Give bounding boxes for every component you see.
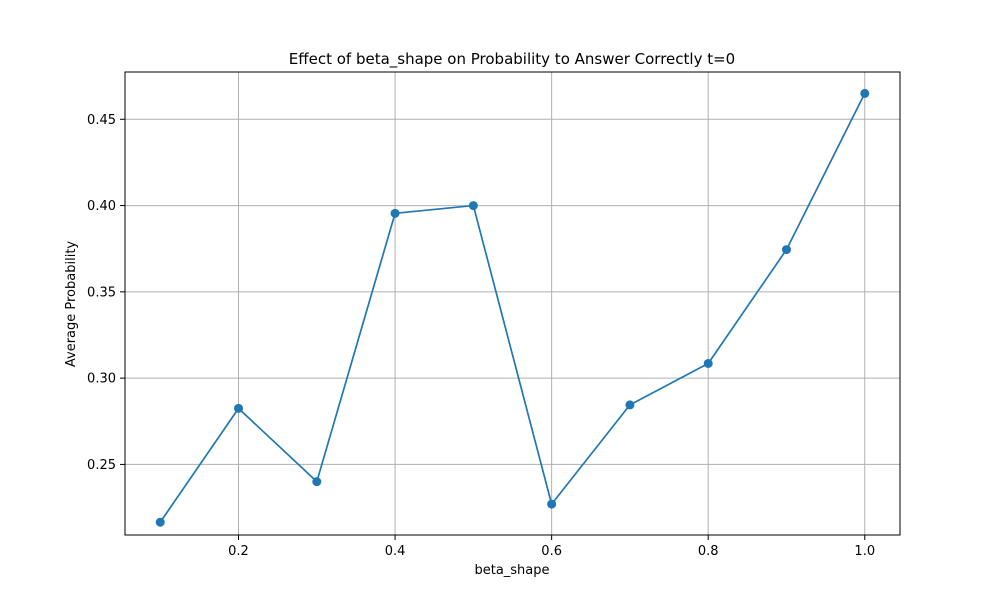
data-point xyxy=(860,88,870,98)
y-tick-label: 0.30 xyxy=(87,372,116,387)
data-point xyxy=(155,517,165,527)
y-axis-title: Average Probability xyxy=(64,241,79,368)
data-point xyxy=(781,245,791,255)
grid-lines xyxy=(125,72,900,535)
data-point xyxy=(703,358,713,368)
data-point xyxy=(312,477,322,487)
series-line xyxy=(159,93,866,523)
data-point xyxy=(625,400,635,410)
y-tick-label: 0.40 xyxy=(87,199,116,214)
data-point xyxy=(547,499,557,509)
axis-ticks: 0.2 0.4 0.6 0.8 1.0 0.25 0.30 0.35 0.40 0.45 xyxy=(87,113,875,559)
chart-title: Effect of beta_shape on Probability to A… xyxy=(289,50,735,69)
plot-area-frame xyxy=(124,71,901,536)
x-tick-label: 0.4 xyxy=(385,544,406,559)
y-tick-label: 0.45 xyxy=(87,113,116,128)
x-tick-label: 0.8 xyxy=(698,544,719,559)
data-point xyxy=(234,403,244,413)
x-tick-label: 0.2 xyxy=(228,544,249,559)
data-point xyxy=(468,201,478,211)
y-tick-label: 0.25 xyxy=(87,458,116,473)
data-series xyxy=(155,88,870,527)
y-tick-label: 0.35 xyxy=(87,285,116,300)
x-tick-label: 0.6 xyxy=(541,544,562,559)
data-point xyxy=(390,208,400,218)
x-axis-title: beta_shape xyxy=(474,563,549,578)
x-tick-label: 1.0 xyxy=(854,544,875,559)
